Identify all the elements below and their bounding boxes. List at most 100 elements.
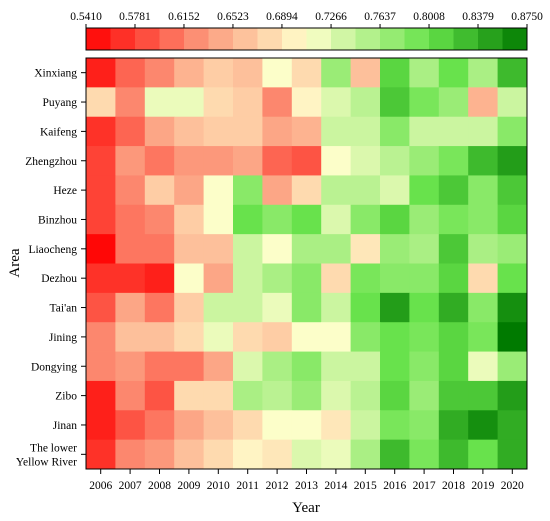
heatmap-cell: [468, 439, 498, 470]
heatmap-cell: [86, 410, 116, 441]
heatmap-cell: [409, 234, 440, 264]
heatmap-cell: [291, 87, 322, 118]
heatmap-cell: [144, 439, 175, 470]
heatmap-cell: [468, 87, 498, 118]
colorbar-swatch: [355, 28, 381, 50]
x-tick-label: 2008: [148, 480, 171, 492]
heatmap-cell: [497, 322, 528, 352]
heatmap-cell: [380, 234, 410, 264]
colorbar-swatch: [233, 28, 258, 50]
heatmap-cell: [438, 439, 469, 470]
heatmap-cell: [86, 292, 116, 323]
heatmap-cell: [291, 410, 322, 441]
heatmap-cell: [321, 439, 351, 470]
heatmap-cell: [321, 410, 351, 441]
heatmap-cell: [203, 439, 234, 470]
heatmap-cell: [174, 410, 204, 441]
colorbar-swatch: [208, 28, 234, 50]
heatmap-cell: [86, 322, 116, 352]
heatmap-cell: [115, 380, 146, 411]
heatmap-cell: [144, 292, 175, 323]
heatmap-cell: [321, 292, 351, 323]
heatmap-cell: [233, 234, 263, 264]
y-tick-label: Dezhou: [41, 273, 77, 285]
heatmap-cell: [497, 116, 528, 147]
heatmap-cell: [86, 351, 116, 382]
y-tick-label: Heze: [53, 185, 77, 197]
heatmap-cell: [321, 234, 351, 264]
heatmap-cell: [438, 116, 469, 147]
heatmap-cell: [233, 351, 263, 382]
heatmap-cell: [174, 263, 204, 294]
x-tick-label: 2009: [177, 480, 200, 492]
heatmap-cell: [438, 87, 469, 118]
heatmap-cell: [86, 234, 116, 264]
colorbar-swatch: [331, 28, 356, 50]
y-tick-label: Jining: [49, 332, 77, 344]
colorbar-tick-label: 0.6523: [217, 11, 249, 23]
heatmap-cell: [174, 87, 204, 118]
heatmap-cell: [203, 263, 234, 294]
heatmap-cell: [203, 322, 234, 352]
heatmap-cell: [233, 439, 263, 470]
heatmap-cell: [497, 410, 528, 441]
colorbar-swatch: [86, 28, 111, 50]
heatmap-cell: [203, 175, 234, 206]
heatmap-cell: [233, 380, 263, 411]
heatmap-cell: [203, 204, 234, 235]
heatmap-cell: [115, 263, 146, 294]
heatmap-cell: [321, 87, 351, 118]
heatmap-cell: [233, 146, 263, 176]
heatmap-cell: [174, 234, 204, 264]
heatmap-cell: [438, 204, 469, 235]
heatmap-cell: [380, 58, 410, 88]
heatmap-cell: [497, 58, 528, 88]
heatmap-cell: [409, 292, 440, 323]
heatmap-cell: [262, 410, 293, 441]
heatmap-cell: [497, 439, 528, 470]
heatmap-cell: [144, 380, 175, 411]
heatmap-cell: [174, 380, 204, 411]
colorbar-swatch: [478, 28, 503, 50]
colorbar-ticks: 0.5410 0.5781 0.6152 0.6523 0.6894 0.7266 0.76…: [70, 11, 543, 28]
heatmap-cell: [291, 292, 322, 323]
heatmap-cell: [203, 351, 234, 382]
heatmap-cell: [409, 204, 440, 235]
heatmap-cell: [350, 292, 381, 323]
heatmap-cell: [115, 175, 146, 206]
colorbar-tick-label: 0.6152: [168, 11, 200, 23]
heatmap-cell: [262, 58, 293, 88]
heatmap-cell: [468, 175, 498, 206]
heatmap-cell: [233, 87, 263, 118]
heatmap-cell: [144, 322, 175, 352]
heatmap-cell: [174, 58, 204, 88]
heatmap-cell: [86, 439, 116, 470]
heatmap-cell: [262, 116, 293, 147]
heatmap-cell: [262, 380, 293, 411]
heatmap-cell: [174, 116, 204, 147]
heatmap-cell: [468, 234, 498, 264]
heatmap-cell: [174, 146, 204, 176]
heatmap-cell: [409, 263, 440, 294]
y-tick-label: Liaocheng: [28, 244, 77, 256]
colorbar-tick-label: 0.8750: [511, 11, 543, 23]
heatmap-cell: [86, 204, 116, 235]
colorbar-swatch: [453, 28, 479, 50]
heatmap-cell: [350, 410, 381, 441]
heatmap-cell: [468, 292, 498, 323]
heatmap-cell: [409, 410, 440, 441]
heatmap-cell: [203, 87, 234, 118]
heatmap-cell: [321, 263, 351, 294]
heatmap-cell: [321, 175, 351, 206]
heatmap-cell: [321, 322, 351, 352]
heatmap-cell: [291, 263, 322, 294]
heatmap-cell: [262, 175, 293, 206]
heatmap-cell: [350, 234, 381, 264]
x-tick-label: 2012: [266, 480, 289, 492]
heatmap-cell: [380, 351, 410, 382]
heatmap-cell: [380, 87, 410, 118]
heatmap-cell: [291, 439, 322, 470]
heatmap-cell: [468, 116, 498, 147]
colorbar-tick-label: 0.8008: [413, 11, 445, 23]
